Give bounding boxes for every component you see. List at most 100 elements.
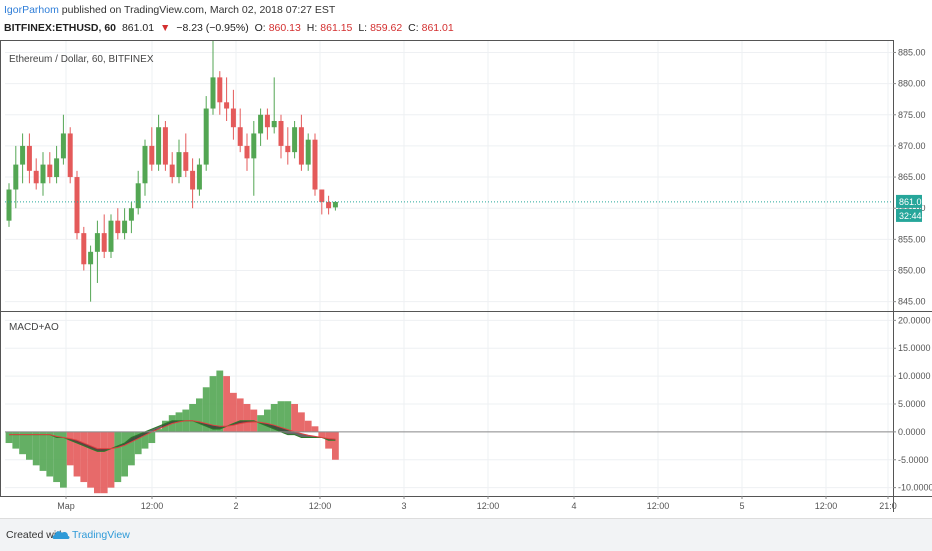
close-value: 861.01 — [421, 22, 454, 34]
candle-body — [285, 145, 291, 153]
close-label: C: — [408, 22, 419, 34]
candle-body — [312, 139, 318, 190]
macd-histogram-bar — [100, 431, 108, 494]
candle-body — [244, 145, 250, 159]
candle-body — [60, 133, 66, 159]
time-tick-label: 12:00 — [141, 501, 164, 511]
candle-body — [74, 177, 80, 234]
candle-body — [94, 233, 100, 252]
candle-body — [196, 164, 202, 190]
candle-body — [176, 152, 182, 178]
pane-frames — [0, 40, 932, 512]
macd-histogram-bar — [60, 431, 67, 488]
open-label: O: — [254, 22, 266, 34]
candle-body — [251, 133, 257, 159]
time-tick-label: 2 — [233, 501, 238, 511]
macd-histogram-bar — [304, 420, 312, 432]
published-text: published on TradingView.com, March 02, … — [61, 4, 336, 16]
macd-histogram-bar — [12, 431, 20, 449]
macd-histogram-bar — [73, 431, 81, 477]
candle-body — [67, 133, 73, 178]
candle-body — [135, 183, 141, 209]
candle-body — [162, 127, 168, 165]
tradingview-brand-link[interactable]: TradingView — [72, 529, 130, 541]
candle-body — [224, 102, 230, 109]
author-link[interactable]: IgorParhom — [4, 4, 59, 16]
candle-body — [258, 114, 264, 134]
macd-histogram-bar — [26, 431, 33, 460]
macd-pane-label: MACD+AO — [9, 322, 59, 333]
candle-body — [26, 145, 32, 171]
time-tick-label: 3 — [401, 501, 406, 511]
change-arrow-icon: ▼ — [159, 22, 171, 34]
low-label: L: — [358, 22, 368, 34]
svg-text:32:44: 32:44 — [899, 211, 922, 221]
macd-axis: 20.0000 15.0000 10.0000 5.0000 0.0000 -5.0000… — [893, 315, 932, 493]
macd-histogram-bar — [128, 431, 135, 466]
candle-body — [47, 164, 53, 178]
macd-histogram-bar — [311, 426, 319, 432]
time-tick-label: 4 — [571, 501, 576, 511]
tradingview-logo-icon — [52, 531, 70, 539]
candle-body — [6, 189, 12, 221]
macd-histogram-bar — [148, 431, 156, 444]
macd-histogram-bar — [270, 404, 278, 432]
candlestick-series — [5, 40, 893, 302]
low-value: 859.62 — [370, 22, 403, 34]
price-tick-label: 845.00 — [898, 297, 926, 307]
candle-body — [278, 120, 284, 146]
price-tick-label: 875.00 — [898, 110, 926, 120]
candle-body — [271, 120, 277, 128]
macd-histogram-bar — [277, 401, 285, 432]
time-tick-label: 12:00 — [477, 501, 500, 511]
time-axis: Мар 12:00 2 12:00 3 12:00 4 12:00 5 12:00 21:0 — [57, 496, 897, 511]
macd-tick-label: 20.0000 — [898, 315, 931, 325]
macd-tick-label: 10.0000 — [898, 371, 931, 381]
macd-histogram-bar — [134, 431, 142, 455]
macd-histogram-bar — [32, 431, 40, 466]
time-tick-label: 12:00 — [309, 501, 332, 511]
macd-histogram-bar — [236, 398, 244, 432]
macd-histogram-bar — [298, 412, 305, 432]
candle-body — [40, 164, 46, 184]
candle-body — [237, 127, 243, 146]
signal-line — [9, 420, 336, 450]
macd-tick-label: 0.0000 — [898, 427, 926, 437]
candle-body — [128, 208, 134, 221]
macd-histogram-bar — [66, 431, 74, 466]
created-with-label: Created with — [6, 529, 65, 541]
candle-body — [183, 152, 189, 171]
candle-body — [33, 170, 39, 184]
price-tick-label: 880.00 — [898, 79, 926, 89]
macd-histogram-bar — [332, 431, 339, 460]
price-tick-label: 850.00 — [898, 266, 926, 276]
candle-body — [203, 108, 209, 165]
candle-body — [81, 233, 87, 265]
price-tick-label: 860.00 — [898, 203, 926, 213]
candle-body — [54, 158, 60, 178]
countdown-badge: 32:44 — [896, 208, 922, 222]
macd-histogram-bar — [189, 404, 196, 432]
macd-histogram-bar — [318, 431, 326, 438]
macd-histogram-bar — [264, 409, 271, 432]
candle-body — [122, 220, 128, 234]
change-value: −8.23 (−0.95%) — [176, 22, 249, 34]
macd-histogram-bar — [19, 431, 26, 455]
macd-histogram-bar — [202, 387, 210, 432]
price-tick-label: 870.00 — [898, 141, 926, 151]
candle-body — [326, 201, 332, 209]
macd-tick-label: -5.0000 — [898, 455, 929, 465]
candle-body — [319, 189, 325, 202]
candle-body — [332, 201, 338, 208]
chart-canvas[interactable]: 885.00 880.00 875.00 870.00 865.00 860.00 855.… — [0, 0, 932, 518]
candle-body — [101, 233, 107, 252]
candle-body — [298, 127, 304, 165]
symbol-label: BITFINEX:ETHUSD, 60 — [4, 22, 117, 34]
candle-body — [108, 220, 114, 252]
candle-body — [149, 145, 155, 165]
high-value: 861.15 — [320, 22, 353, 34]
price-tick-label: 855.00 — [898, 234, 926, 244]
time-tick-label: 12:00 — [815, 501, 838, 511]
macd-histogram-bar — [80, 431, 88, 483]
price-tick-label: 865.00 — [898, 172, 926, 182]
